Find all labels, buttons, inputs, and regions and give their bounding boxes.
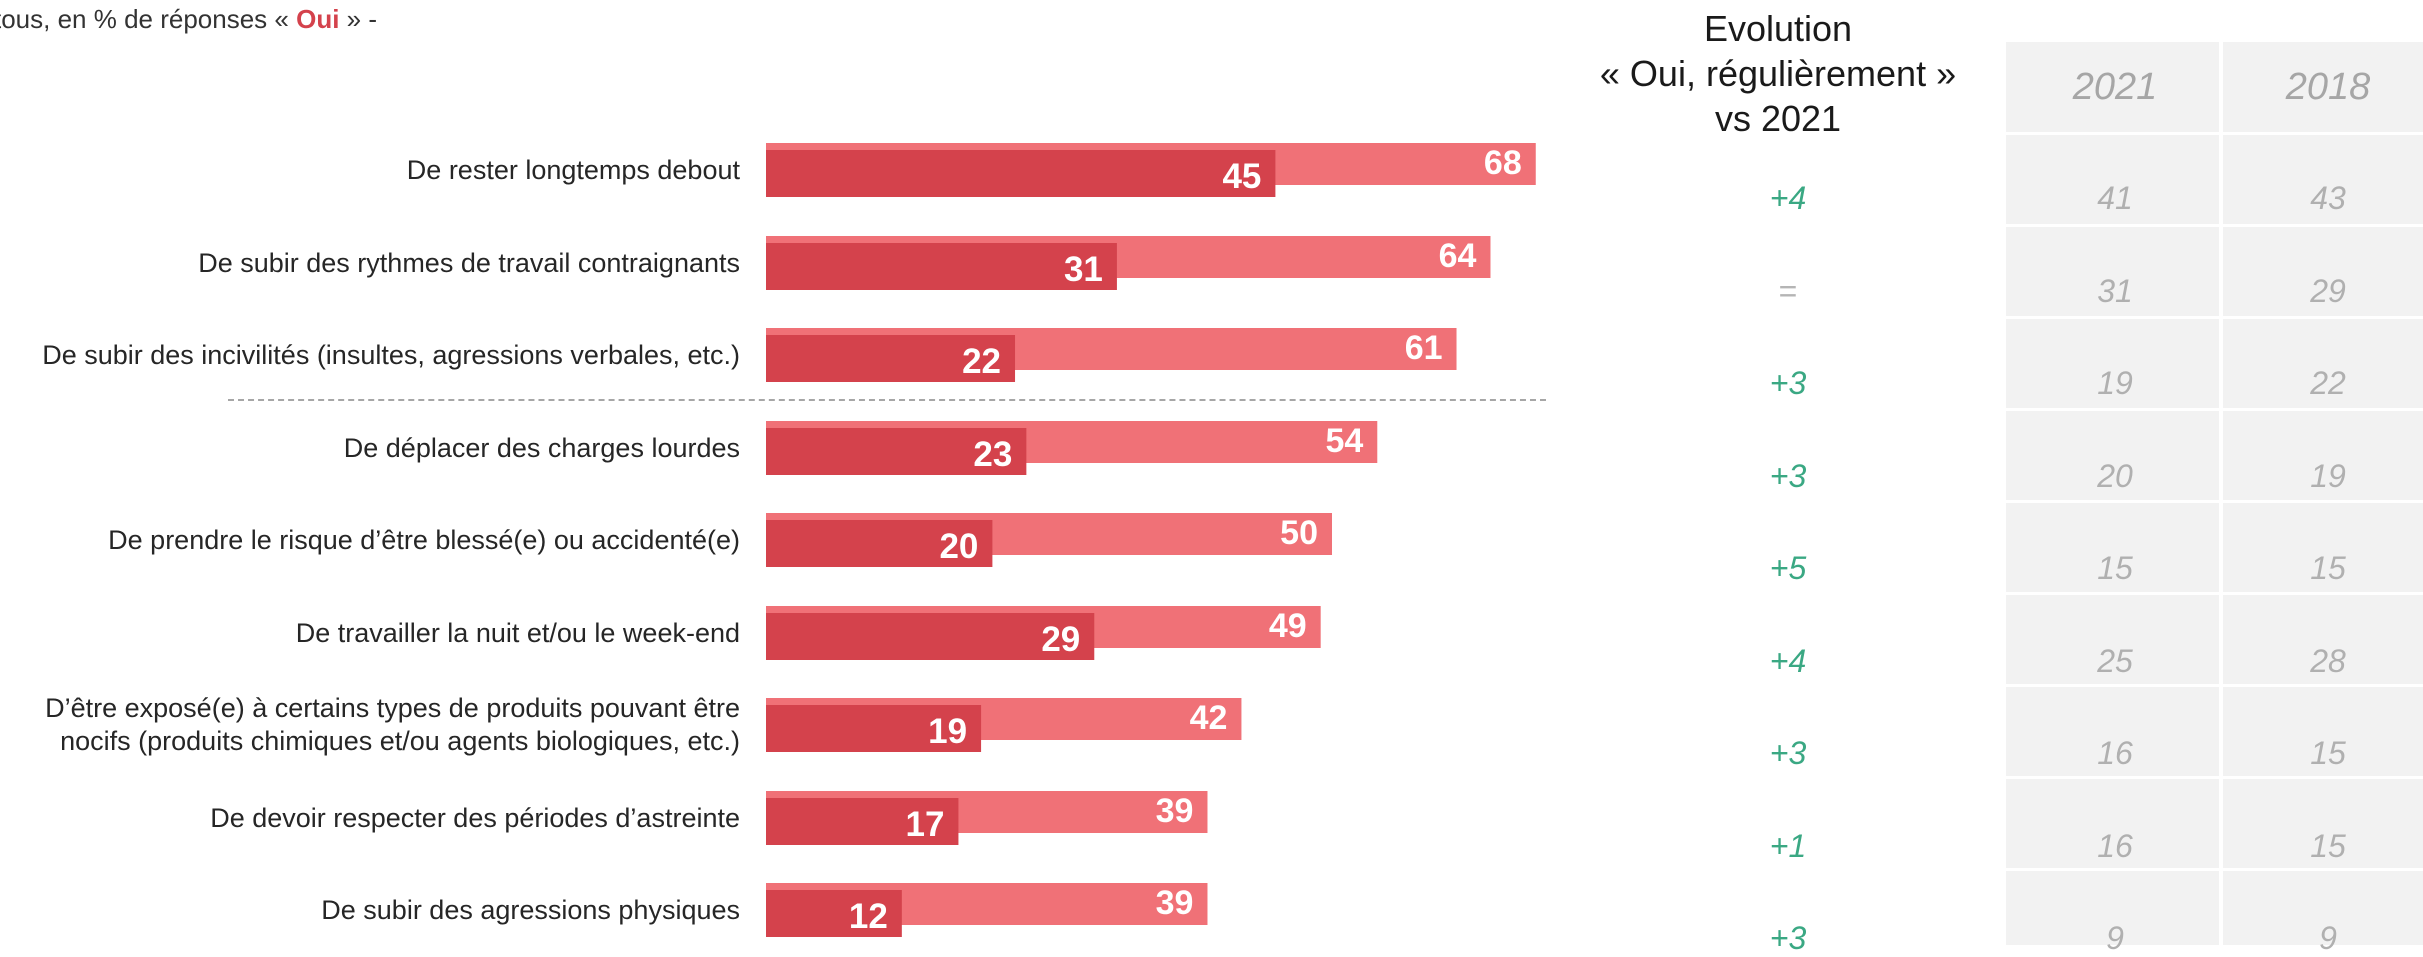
year-header-2021: 2021 [2072,66,2158,108]
evolution-value: +3 [1769,458,1807,494]
evolution-value: +1 [1769,828,1807,864]
value-2021: 31 [2097,273,2133,309]
year-header-2018: 2018 [2285,66,2371,108]
bar-regular [766,613,1095,660]
bar-regular [766,428,1027,475]
value-2021: 15 [2097,550,2133,586]
bar-regular [766,890,902,937]
value-2021: 41 [2097,180,2133,216]
history-row-separator [2006,776,2423,779]
bar-regular [766,798,959,845]
evolution-header-line3: vs 2021 [1714,98,1842,139]
bar-regular-label: 45 [1222,157,1261,196]
evolution-header-line1: Evolution [1703,8,1853,49]
category-label: De subir des incivilités (insultes, agre… [42,340,740,370]
category-label: De travailler la nuit et/ou le week-end [295,618,740,648]
bar-regular [766,705,982,752]
bar-regular-label: 31 [1064,250,1103,289]
evolution-value: +4 [1769,180,1807,216]
value-2018: 22 [2310,365,2346,401]
bar-total-label: 39 [1156,792,1194,830]
subtitle-suffix: » - [339,4,378,34]
category-label: De subir des agressions physiques [321,895,740,925]
bar-total-label: 50 [1280,514,1318,552]
bar-regular-label: 17 [906,805,945,844]
evolution-value: +4 [1769,643,1807,679]
value-2021: 16 [2097,735,2133,771]
evolution-value: +3 [1769,735,1807,771]
history-column-separator [2219,42,2223,945]
category-label: De déplacer des charges lourdes [343,433,740,463]
bar-regular-label: 29 [1041,620,1080,659]
chart-subtitle: tous, en % de réponses « Oui » - [0,4,377,35]
history-row-separator [2006,592,2423,595]
evolution-value: = [1778,273,1798,309]
history-row-separator [2006,868,2423,871]
bar-regular-label: 22 [962,342,1001,381]
value-2021: 25 [2097,643,2133,679]
value-2018: 15 [2310,550,2346,586]
value-2021: 19 [2097,365,2133,401]
bar-regular-label: 23 [973,435,1012,474]
value-2018: 43 [2310,180,2346,216]
history-row-separator [2006,684,2423,687]
bar-regular [766,520,993,567]
evolution-header-line2: « Oui, régulièrement » [1599,53,1957,94]
value-2021: 16 [2097,828,2133,864]
bar-regular-label: 12 [849,897,888,936]
bar-regular [766,335,1016,382]
bar-regular [766,243,1117,290]
evolution-value: +5 [1769,550,1807,586]
evolution-value: +3 [1769,365,1807,401]
bar-total-label: 39 [1156,884,1194,922]
category-label: D’être exposé(e) à certains types de pro… [45,693,740,756]
value-2021: 20 [2097,458,2133,494]
bar-total-label: 42 [1190,699,1228,737]
bar-regular [766,150,1276,197]
evolution-header: Evolution « Oui, régulièrement » vs 2021 [1578,6,1978,141]
history-row-separator [2006,224,2423,227]
value-2018: 29 [2310,273,2346,309]
bar-total-label: 49 [1269,607,1307,645]
group-divider [228,399,1546,401]
subtitle-prefix: tous, en % de réponses « [0,4,297,34]
category-label: De prendre le risque d’être blessé(e) ou… [108,525,740,555]
history-row-separator [2006,132,2423,135]
bar-regular-label: 19 [928,712,967,751]
history-row-separator [2006,500,2423,503]
category-label: De rester longtemps debout [406,155,740,185]
subtitle-highlight: Oui [296,4,340,34]
bar-total-label: 64 [1439,237,1477,275]
value-2018: 19 [2310,458,2346,494]
value-2018: 15 [2310,735,2346,771]
bar-total-label: 61 [1405,329,1443,367]
category-label: De devoir respecter des périodes d’astre… [210,803,740,833]
history-row-separator [2006,316,2423,319]
bar-total-label: 68 [1484,144,1522,182]
history-row-separator [2006,408,2423,411]
value-2018: 28 [2310,643,2346,679]
value-2018: 15 [2310,828,2346,864]
category-label: De subir des rythmes de travail contraig… [198,248,740,278]
bar-total-label: 54 [1325,422,1363,460]
history-panel [2006,42,2423,945]
bar-regular-label: 20 [939,527,978,566]
